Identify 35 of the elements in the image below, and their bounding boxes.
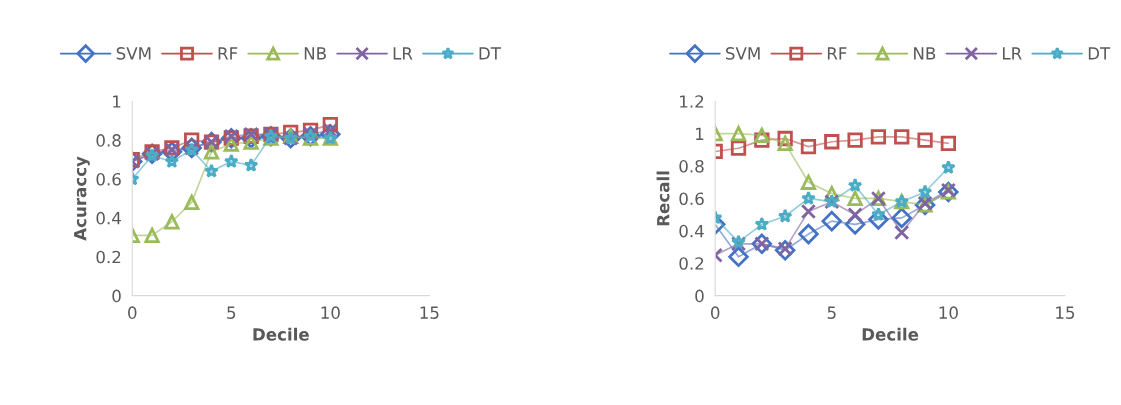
y-axis-title: Acuraccy: [74, 156, 90, 241]
legend-label: RF: [827, 47, 847, 60]
y-tick-label: 0.8: [96, 134, 121, 147]
y-tick-label: 1: [113, 95, 121, 108]
x-tick-label: 10: [321, 306, 340, 319]
x-tick-label: 5: [227, 306, 236, 319]
x-tick-label: 0: [710, 306, 720, 319]
y-tick-label: 1.2: [680, 95, 704, 108]
y-tick-label: 1: [696, 127, 704, 140]
legend-label: NB: [914, 47, 936, 60]
legend-label: NB: [304, 47, 326, 60]
legend-label: LR: [393, 47, 413, 60]
y-tick-label: 0.4: [679, 224, 704, 238]
legend-label: RF: [218, 47, 238, 60]
legend-label: SVM: [116, 47, 151, 60]
x-tick-label: 15: [1056, 306, 1075, 319]
x-tick-label: 0: [128, 306, 137, 319]
x-axis-title: Decile: [862, 327, 919, 341]
legend-label: DT: [479, 47, 502, 60]
y-tick-label: 0: [695, 289, 704, 303]
legend-label: SVM: [726, 47, 760, 60]
x-tick-label: 10: [939, 306, 958, 319]
y-tick-label: 0: [112, 289, 121, 303]
y-tick-label: 0.2: [679, 257, 704, 270]
y-axis-title: Recall: [656, 171, 670, 226]
legend-label: LR: [1002, 47, 1022, 60]
y-tick-label: 0.4: [96, 211, 121, 225]
legend-label: DT: [1088, 47, 1111, 60]
y-tick-label: 0.8: [679, 160, 704, 173]
x-tick-label: 5: [827, 306, 836, 319]
y-tick-label: 0.2: [96, 250, 121, 264]
x-axis-title: Decile: [253, 327, 309, 341]
x-tick-label: 15: [420, 306, 439, 319]
y-tick-label: 0.6: [96, 172, 121, 186]
y-tick-label: 0.6: [679, 192, 704, 206]
